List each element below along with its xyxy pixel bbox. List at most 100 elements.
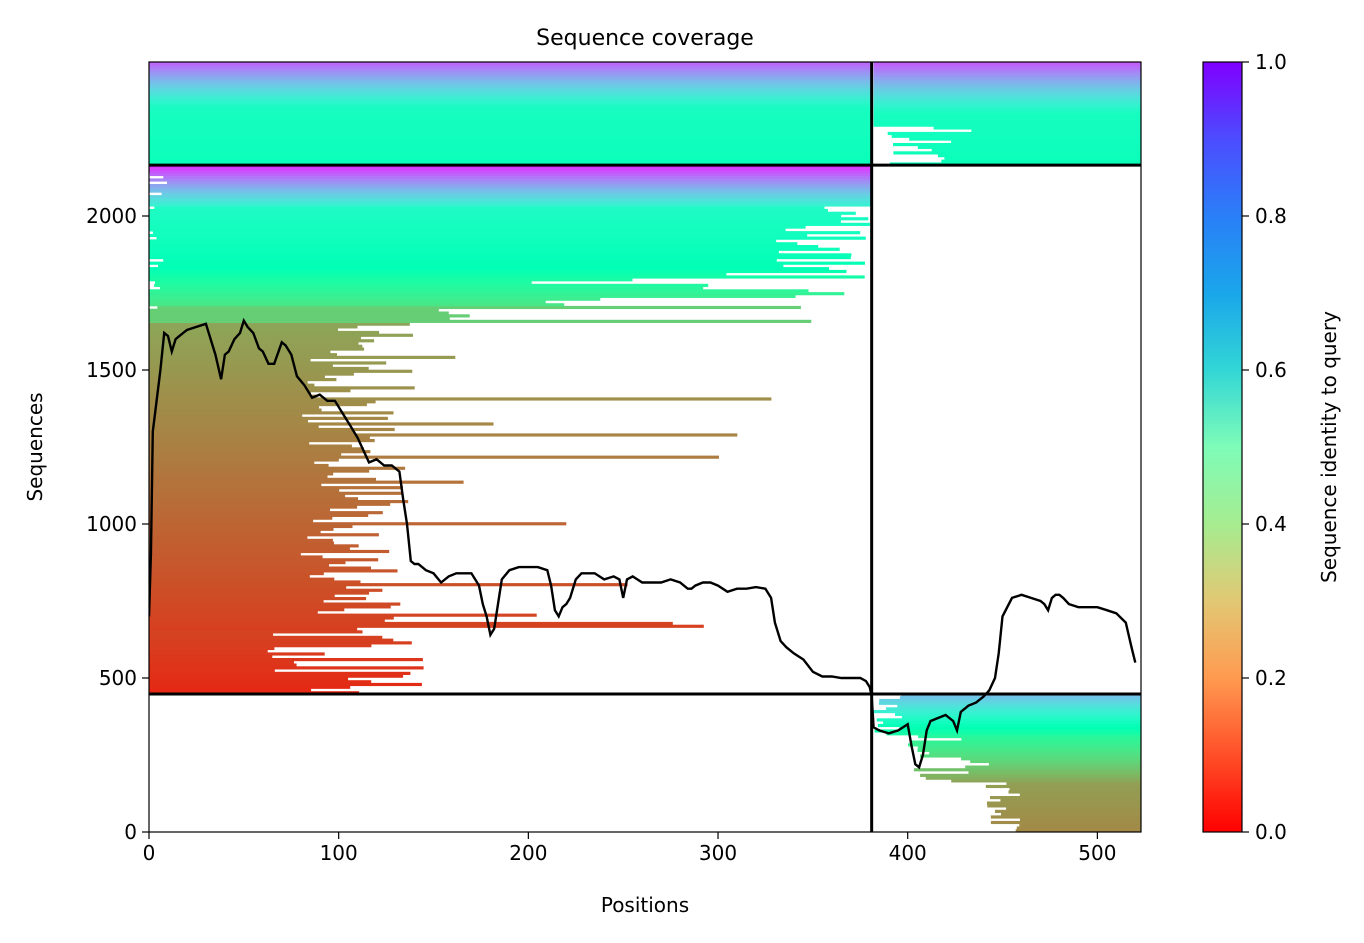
- alignment-row: [1020, 818, 1141, 822]
- alignment-row: [918, 735, 1141, 739]
- alignment-row: [899, 696, 1141, 700]
- alignment-row: [149, 500, 409, 504]
- alignment-row: [149, 502, 391, 506]
- alignment-row: [149, 627, 358, 631]
- alignment-row: [149, 688, 312, 692]
- alignment-row: [929, 751, 1141, 755]
- alignment-row: [909, 137, 1141, 141]
- alignment-row: [149, 425, 319, 429]
- alignment-row: [149, 419, 308, 423]
- alignment-row: [1009, 787, 1141, 791]
- chart-title: Sequence coverage: [536, 26, 754, 51]
- alignment-row: [149, 339, 375, 343]
- alignment-row: [149, 530, 321, 534]
- alignment-row: [149, 220, 841, 224]
- alignment-row: [149, 104, 872, 108]
- alignment-row: [149, 369, 413, 373]
- alignment-row: [149, 491, 402, 495]
- alignment-row: [149, 170, 872, 174]
- alignment-row: [149, 669, 275, 673]
- alignment-row: [149, 184, 872, 188]
- alignment-row: [149, 483, 322, 487]
- alignment-row: [149, 242, 798, 246]
- alignment-row: [149, 211, 856, 215]
- alignment-row: [149, 389, 351, 393]
- alignment-row: [149, 414, 303, 418]
- colorbar-tick-label: 0.0: [1255, 820, 1287, 844]
- alignment-row: [149, 638, 394, 642]
- alignment-row: [149, 79, 872, 83]
- x-tick-label: 200: [509, 841, 547, 865]
- alignment-row: [149, 655, 273, 659]
- alignment-row: [149, 62, 872, 66]
- alignment-row: [149, 469, 370, 473]
- alignment-row: [149, 677, 349, 681]
- alignment-row: [1006, 807, 1141, 811]
- alignment-row: [149, 178, 872, 182]
- alignment-row: [149, 541, 334, 545]
- alignment-row: [149, 544, 359, 548]
- alignment-row: [873, 104, 1141, 108]
- y-axis-label: Sequences: [23, 392, 47, 501]
- alignment-row: [149, 516, 333, 520]
- alignment-row: [987, 804, 1141, 808]
- alignment-row: [149, 447, 364, 451]
- colorbar-ticks: 0.0 0.2 0.4 0.6 0.8 1.0: [1242, 50, 1287, 844]
- alignment-row: [873, 107, 1141, 111]
- alignment-row: [157, 305, 801, 310]
- alignment-row: [149, 322, 410, 326]
- alignment-row: [149, 145, 872, 149]
- alignment-row: [933, 126, 1141, 130]
- alignment-row: [149, 126, 872, 130]
- alignment-row: [873, 93, 1141, 97]
- alignment-row: [878, 701, 1141, 705]
- alignment-row: [149, 585, 347, 590]
- alignment-row: [149, 555, 323, 559]
- alignment-row: [917, 746, 1141, 750]
- alignment-row: [149, 294, 796, 298]
- alignment-row: [149, 222, 870, 226]
- alignment-row: [149, 247, 840, 251]
- alignment-row: [149, 416, 388, 420]
- alignment-row: [149, 508, 330, 512]
- alignment-row: [873, 710, 1141, 714]
- alignment-row: [873, 115, 1141, 119]
- alignment-row: [149, 375, 325, 379]
- alignment-row: [149, 524, 353, 529]
- alignment-row: [873, 109, 1141, 113]
- alignment-row: [965, 765, 1141, 769]
- alignment-row: [149, 624, 704, 628]
- alignment-row: [931, 148, 1141, 152]
- alignment-row: [913, 768, 1141, 772]
- alignment-row: [149, 450, 371, 454]
- x-tick-label: 100: [320, 841, 358, 865]
- alignment-row: [917, 748, 1141, 752]
- alignment-row: [149, 372, 354, 376]
- alignment-row: [149, 458, 339, 462]
- alignment-row: [149, 154, 872, 158]
- alignment-row: [149, 267, 830, 271]
- alignment-row: [873, 112, 1141, 116]
- y-tick-label: 1500: [86, 358, 137, 382]
- alignment-row: [887, 131, 1141, 136]
- alignment-row: [149, 129, 872, 133]
- alignment-row: [149, 671, 411, 675]
- alignment-row: [873, 90, 1141, 94]
- alignment-row: [149, 566, 371, 570]
- alignment-row: [149, 621, 673, 626]
- alignment-row: [961, 737, 1141, 741]
- alignment-row: [149, 109, 872, 113]
- alignment-row: [873, 82, 1141, 86]
- alignment-row: [149, 663, 297, 667]
- alignment-row: [149, 342, 359, 346]
- alignment-row: [149, 430, 355, 434]
- alignment-row: [149, 475, 328, 479]
- alignment-row: [925, 776, 1141, 780]
- plot-frame: [148, 61, 1142, 833]
- alignment-row: [152, 231, 861, 235]
- alignment-row: [149, 488, 340, 493]
- alignment-row: [149, 580, 361, 584]
- alignment-row: [149, 563, 329, 567]
- alignment-row: [149, 660, 294, 664]
- colorbar-tick-label: 0.6: [1255, 358, 1287, 382]
